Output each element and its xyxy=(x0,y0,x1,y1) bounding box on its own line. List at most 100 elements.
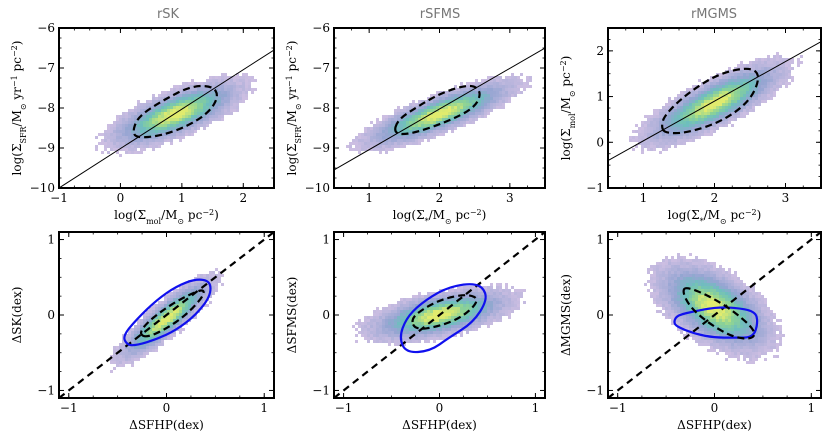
density-pixel xyxy=(761,307,764,310)
density-pixel xyxy=(677,268,680,271)
density-pixel xyxy=(686,310,689,313)
density-pixel xyxy=(704,313,707,316)
density-pixel xyxy=(161,118,164,121)
density-pixel xyxy=(152,310,155,313)
density-pixel xyxy=(665,313,668,316)
density-pixel xyxy=(499,295,502,298)
density-pixel xyxy=(418,127,421,130)
density-pixel xyxy=(710,325,713,328)
density-pixel xyxy=(698,301,701,304)
density-pixel xyxy=(719,121,722,124)
density-pixel xyxy=(713,277,716,280)
density-pixel xyxy=(152,130,155,133)
density-pixel xyxy=(671,118,674,121)
density-pixel xyxy=(695,319,698,322)
density-pixel xyxy=(469,319,472,322)
density-pixel xyxy=(719,268,722,271)
density-pixel xyxy=(761,304,764,307)
density-pixel xyxy=(466,121,469,124)
density-pixel xyxy=(107,142,110,145)
density-pixel xyxy=(746,352,749,355)
density-pixel xyxy=(698,295,701,298)
density-pixel xyxy=(683,271,686,274)
density-pixel xyxy=(680,274,683,277)
density-pixel xyxy=(496,91,499,94)
density-pixel xyxy=(725,322,728,325)
density-pixel xyxy=(445,124,448,127)
density-pixel xyxy=(460,286,463,289)
density-pixel xyxy=(698,289,701,292)
density-pixel xyxy=(152,307,155,310)
density-pixel xyxy=(367,325,370,328)
density-pixel xyxy=(650,133,653,136)
density-pixel xyxy=(445,91,448,94)
density-pixel xyxy=(191,106,194,109)
density-pixel xyxy=(358,133,361,136)
density-pixel xyxy=(764,58,767,61)
density-pixel xyxy=(767,82,770,85)
density-pixel xyxy=(722,115,725,118)
density-pixel xyxy=(364,325,367,328)
density-pixel xyxy=(737,289,740,292)
density-pixel xyxy=(701,271,704,274)
density-pixel xyxy=(761,298,764,301)
density-pixel xyxy=(140,127,143,130)
density-pixel xyxy=(472,94,475,97)
density-pixel xyxy=(140,145,143,148)
density-pixel xyxy=(131,124,134,127)
density-pixel xyxy=(725,124,728,127)
density-pixel xyxy=(433,337,436,340)
density-pixel xyxy=(791,58,794,61)
density-pixel xyxy=(182,82,185,85)
density-pixel xyxy=(770,61,773,64)
density-pixel xyxy=(403,313,406,316)
density-pixel xyxy=(209,103,212,106)
density-pixel xyxy=(388,145,391,148)
density-pixel xyxy=(185,115,188,118)
density-pixel xyxy=(230,100,233,103)
density-pixel xyxy=(719,94,722,97)
density-pixel xyxy=(161,331,164,334)
density-pixel xyxy=(463,109,466,112)
density-pixel xyxy=(212,118,215,121)
density-pixel xyxy=(668,283,671,286)
density-pixel xyxy=(749,88,752,91)
density-pixel xyxy=(388,325,391,328)
density-pixel xyxy=(116,121,119,124)
density-pixel xyxy=(143,106,146,109)
density-pixel xyxy=(194,289,197,292)
density-pixel xyxy=(406,112,409,115)
density-pixel xyxy=(737,76,740,79)
density-pixel xyxy=(415,334,418,337)
density-pixel xyxy=(520,79,523,82)
density-pixel xyxy=(364,133,367,136)
density-pixel xyxy=(376,142,379,145)
density-pixel xyxy=(481,88,484,91)
density-pixel xyxy=(749,82,752,85)
density-pixel xyxy=(373,319,376,322)
density-pixel xyxy=(707,130,710,133)
density-pixel xyxy=(155,142,158,145)
density-pixel xyxy=(433,106,436,109)
density-pixel xyxy=(722,280,725,283)
density-pixel xyxy=(185,301,188,304)
density-pixel xyxy=(442,328,445,331)
density-pixel xyxy=(218,103,221,106)
density-pixel xyxy=(418,334,421,337)
density-pixel xyxy=(197,277,200,280)
density-pixel xyxy=(767,88,770,91)
density-pixel xyxy=(487,325,490,328)
density-pixel xyxy=(683,124,686,127)
density-pixel xyxy=(701,133,704,136)
density-pixel xyxy=(445,310,448,313)
density-pixel xyxy=(113,358,116,361)
density-pixel xyxy=(125,148,128,151)
density-pixel xyxy=(725,310,728,313)
density-pixel xyxy=(125,121,128,124)
density-pixel xyxy=(499,91,502,94)
density-pixel xyxy=(164,298,167,301)
density-pixel xyxy=(391,310,394,313)
density-pixel xyxy=(394,319,397,322)
density-pixel xyxy=(137,355,140,358)
density-pixel xyxy=(502,304,505,307)
